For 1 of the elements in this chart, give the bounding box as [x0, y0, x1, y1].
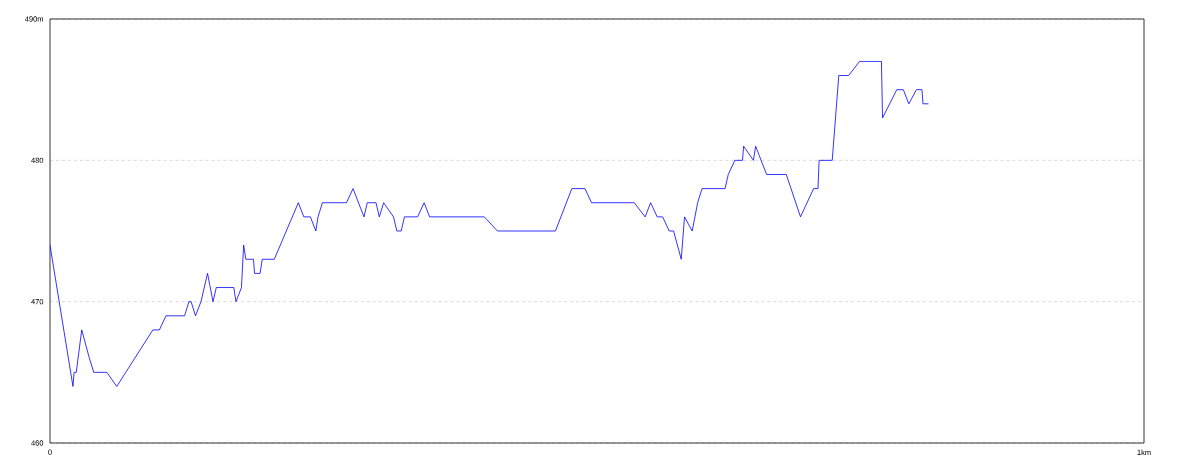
line-series [50, 61, 929, 387]
